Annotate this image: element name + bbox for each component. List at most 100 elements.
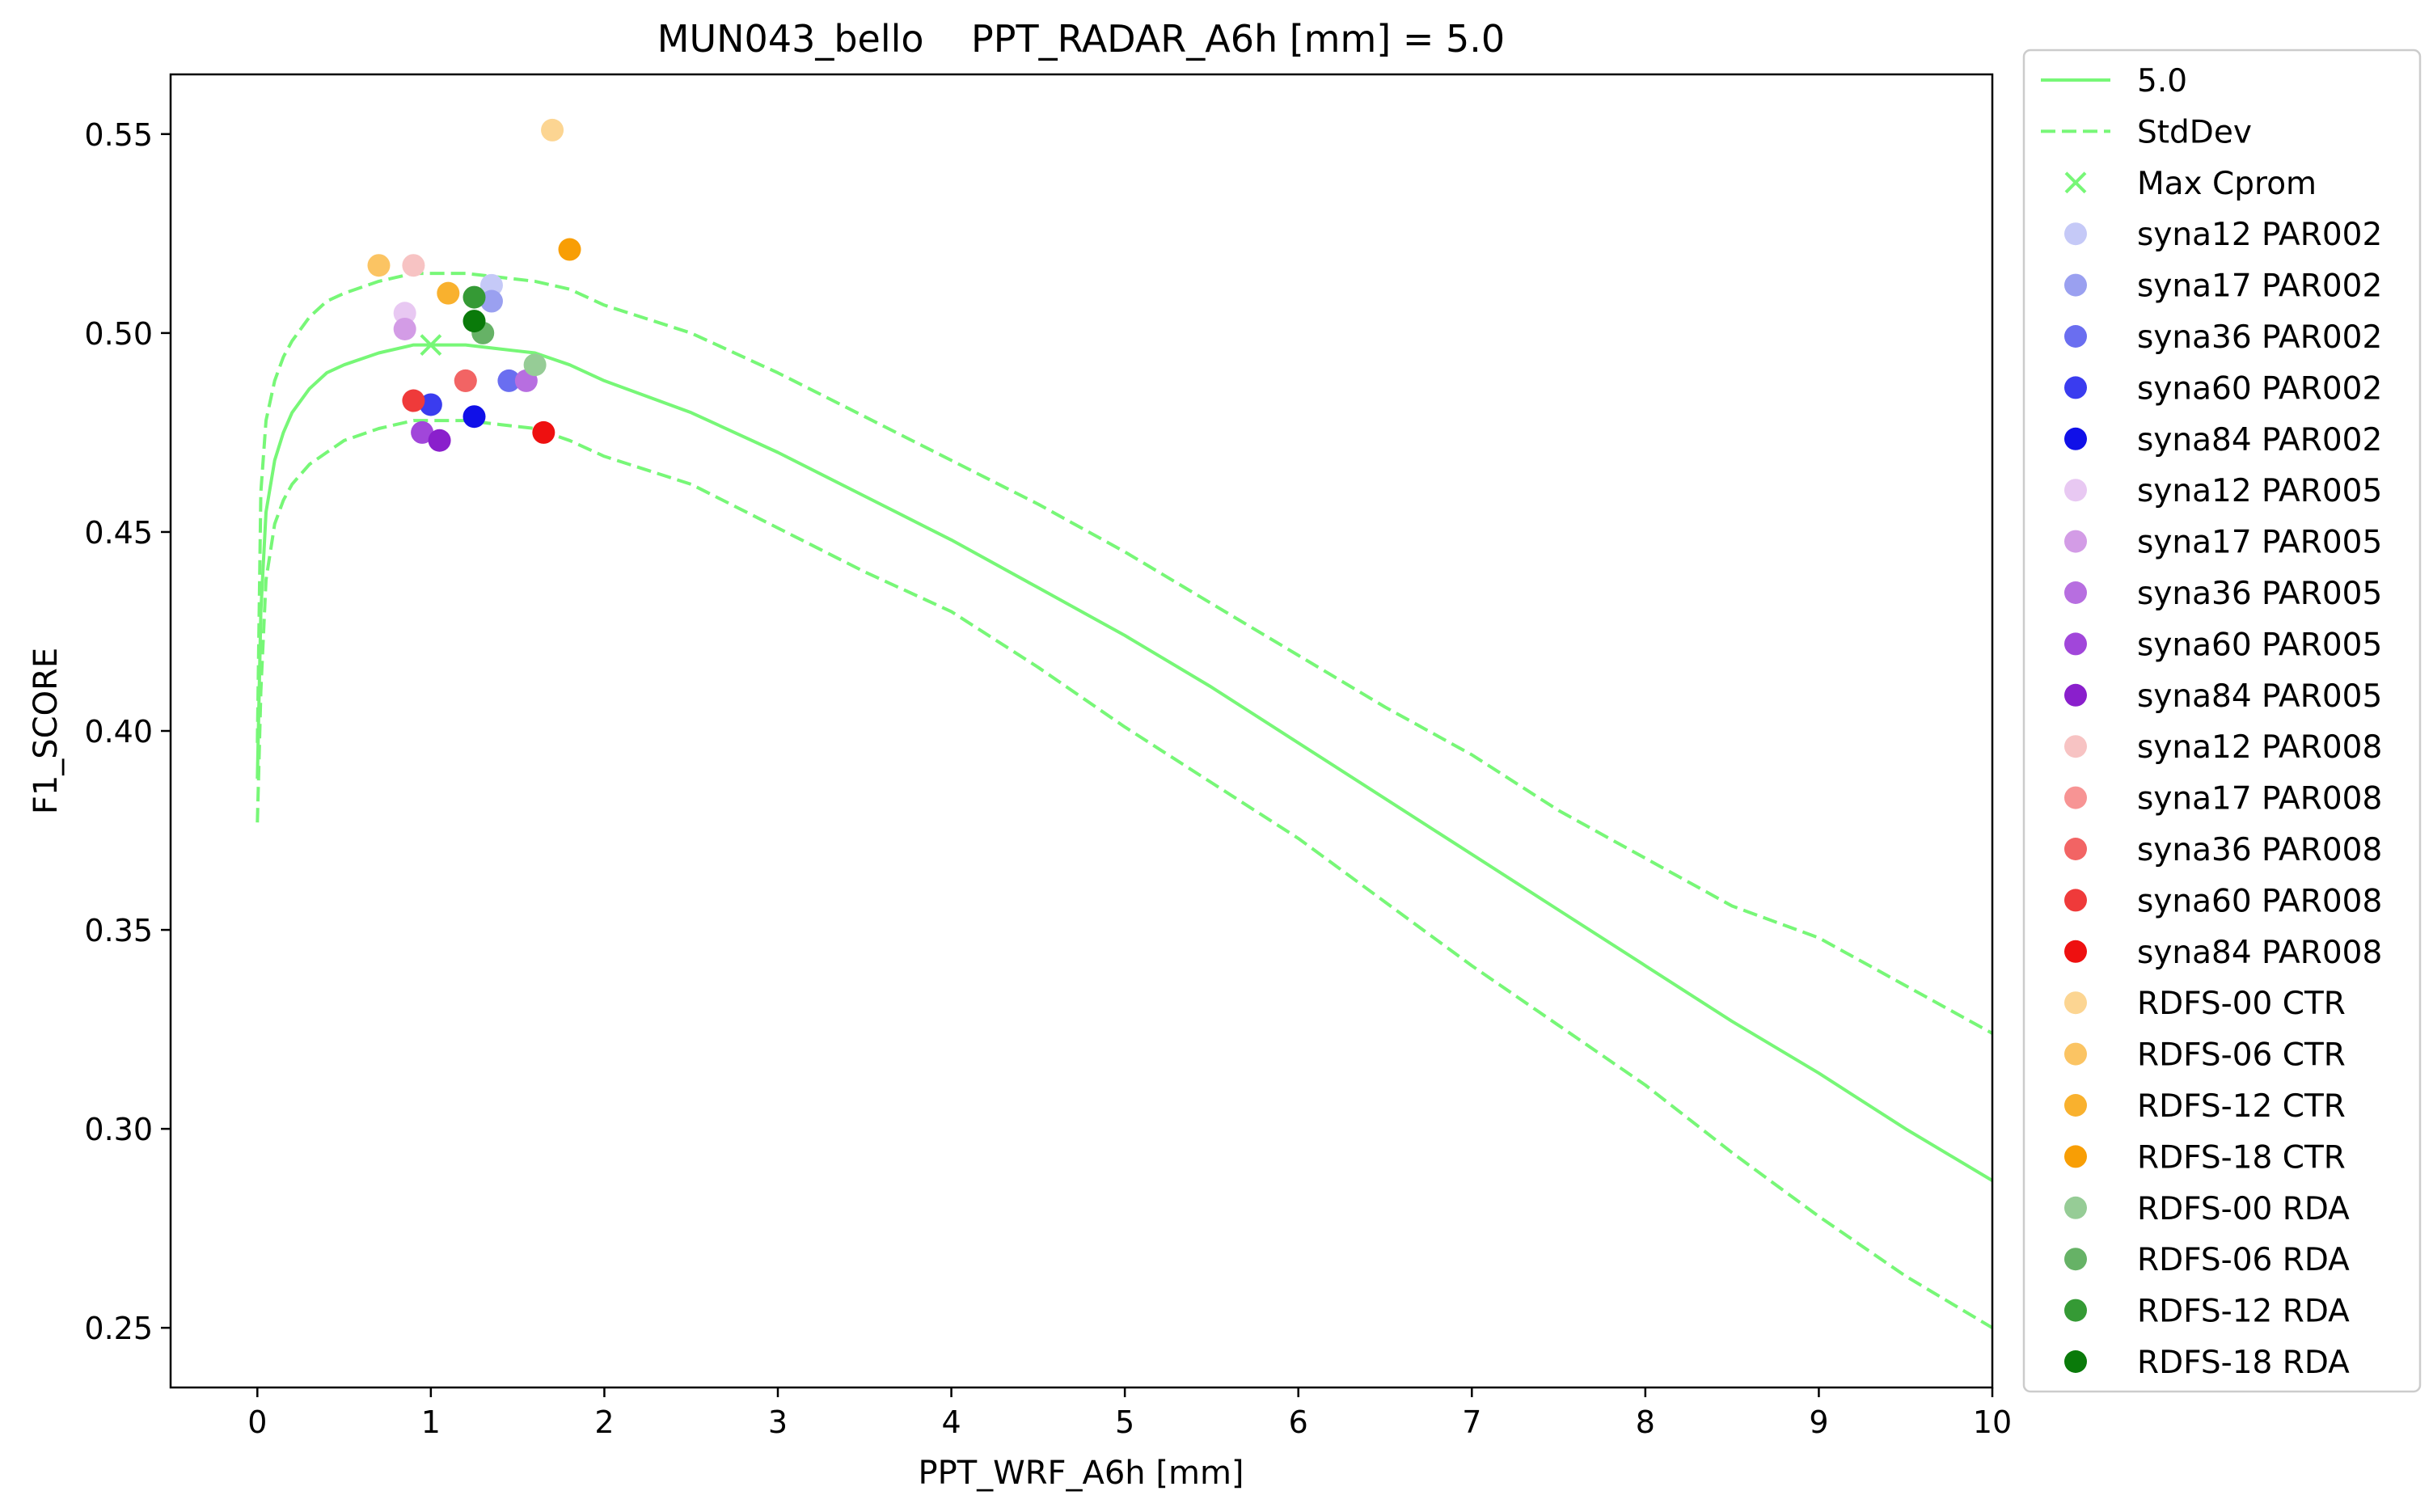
legend-dot-swatch (2064, 1196, 2087, 1219)
x-tick-label: 2 (594, 1404, 614, 1440)
scatter-point (463, 405, 486, 429)
legend-label: 5.0 (2137, 63, 2187, 99)
legend-item: syna12 PAR008 (2064, 729, 2382, 766)
scatter-point (393, 302, 416, 325)
legend-item: RDFS-00 RDA (2064, 1191, 2350, 1227)
y-tick-label: 0.45 (84, 515, 153, 551)
legend-dot-swatch (2064, 735, 2087, 758)
legend-dot-swatch (2064, 786, 2087, 809)
x-axis-title: PPT_WRF_A6h [mm] (918, 1455, 1244, 1492)
scatter-point (463, 285, 486, 309)
legend-label: syna84 PAR008 (2137, 935, 2382, 971)
scatter-point (532, 420, 555, 444)
legend-dot-swatch (2064, 940, 2087, 963)
legend-dot-swatch (2064, 889, 2087, 912)
scatter-point (463, 310, 486, 333)
legend-item: RDFS-06 RDA (2064, 1242, 2350, 1278)
scatter-point (497, 369, 521, 392)
legend-item: syna17 PAR005 (2064, 525, 2382, 561)
legend-dot-swatch (2064, 222, 2087, 246)
legend-item: RDFS-18 CTR (2064, 1139, 2346, 1176)
legend-dot-swatch (2064, 1145, 2087, 1168)
x-tick-label: 5 (1115, 1404, 1134, 1440)
scatter-point (454, 369, 477, 392)
y-tick-label: 0.40 (84, 714, 153, 750)
legend-label: syna12 PAR002 (2137, 217, 2382, 253)
legend-item: syna17 PAR008 (2064, 781, 2382, 817)
legend-label: RDFS-12 CTR (2137, 1088, 2346, 1125)
max-cprom-marker (420, 334, 442, 357)
stddev-line (256, 272, 1992, 1035)
x-tick-label: 1 (421, 1404, 441, 1440)
legend-item: Max Cprom (2064, 166, 2317, 202)
legend-label: StdDev (2137, 114, 2252, 150)
legend-x-swatch (2064, 171, 2087, 194)
legend-dot-swatch (2064, 427, 2087, 450)
legend-item: RDFS-12 CTR (2064, 1088, 2346, 1125)
legend-item: syna12 PAR005 (2064, 473, 2382, 509)
legend-dot-swatch (2064, 838, 2087, 860)
scatter-point (428, 429, 451, 452)
legend-item: syna36 PAR008 (2064, 832, 2382, 868)
legend-item: RDFS-18 RDA (2064, 1345, 2350, 1381)
legend-dot-swatch (2064, 1094, 2087, 1117)
legend-label: RDFS-00 CTR (2137, 986, 2346, 1022)
scatter-point (402, 254, 425, 277)
y-tick-label: 0.25 (84, 1311, 153, 1346)
y-tick-label: 0.55 (84, 117, 153, 153)
legend-dot-swatch (2064, 683, 2087, 707)
y-tick-label: 0.35 (84, 913, 153, 948)
legend-label: RDFS-06 CTR (2137, 1037, 2346, 1074)
mean-line (256, 343, 1992, 1182)
x-tick-label: 3 (768, 1404, 788, 1440)
legend-label: Max Cprom (2137, 166, 2317, 202)
legend-label: syna60 PAR005 (2137, 627, 2382, 663)
scatter-point (402, 389, 425, 412)
scatter-point (479, 273, 503, 297)
legend-dot-swatch (2064, 479, 2087, 502)
legend-label: syna36 PAR005 (2137, 576, 2382, 612)
x-tick-label: 8 (1636, 1404, 1655, 1440)
legend-dot-swatch (2064, 1248, 2087, 1271)
legend-label: RDFS-18 CTR (2137, 1139, 2346, 1176)
scatter-point (437, 281, 460, 305)
scatter-point (393, 317, 416, 340)
legend-label: syna12 PAR008 (2137, 729, 2382, 766)
legend-item: RDFS-00 CTR (2064, 986, 2346, 1022)
legend-label: syna36 PAR008 (2137, 832, 2382, 868)
legend-dot-swatch (2064, 632, 2087, 656)
legend-item: syna84 PAR005 (2064, 678, 2382, 715)
x-tick-label: 9 (1809, 1404, 1828, 1440)
legend-dot-swatch (2064, 325, 2087, 348)
legend-label: syna84 PAR005 (2137, 678, 2382, 715)
legend-label: syna60 PAR002 (2137, 370, 2382, 407)
legend-label: RDFS-06 RDA (2137, 1242, 2350, 1278)
legend: 5.0 StdDev Max Cprom syna12 PAR002 syna17 PA… (2022, 49, 2422, 1393)
scatter-point (523, 353, 547, 377)
legend-item: syna36 PAR005 (2064, 576, 2382, 612)
legend-item: syna60 PAR005 (2064, 627, 2382, 663)
legend-dot-swatch (2064, 530, 2087, 553)
x-tick-label: 6 (1289, 1404, 1308, 1440)
legend-label: syna12 PAR005 (2137, 473, 2382, 509)
legend-dot-swatch (2064, 1350, 2087, 1373)
legend-item: RDFS-12 RDA (2064, 1294, 2350, 1330)
y-tick-label: 0.50 (84, 316, 153, 352)
legend-label: syna17 PAR008 (2137, 781, 2382, 817)
legend-label: syna36 PAR002 (2137, 319, 2382, 356)
legend-item: syna84 PAR002 (2064, 422, 2382, 458)
legend-item: syna36 PAR002 (2064, 319, 2382, 356)
points-layer (367, 118, 581, 452)
y-axis-title: F1_SCORE (27, 648, 65, 814)
y-axis: 0.25 0.30 0.35 0.40 0.45 0.50 0.55 (84, 117, 171, 1346)
scatter-point (558, 238, 581, 261)
legend-frame (2022, 49, 2422, 1393)
scatter-point (367, 254, 391, 277)
legend-label: syna17 PAR002 (2137, 268, 2382, 305)
x-axis: 0 1 2 3 4 5 6 7 8 9 10 (247, 1387, 2012, 1440)
legend-dot-swatch (2064, 1042, 2087, 1066)
legend-item: syna12 PAR002 (2064, 217, 2382, 253)
x-tick-label: 7 (1462, 1404, 1481, 1440)
legend-dot-swatch (2064, 1299, 2087, 1322)
